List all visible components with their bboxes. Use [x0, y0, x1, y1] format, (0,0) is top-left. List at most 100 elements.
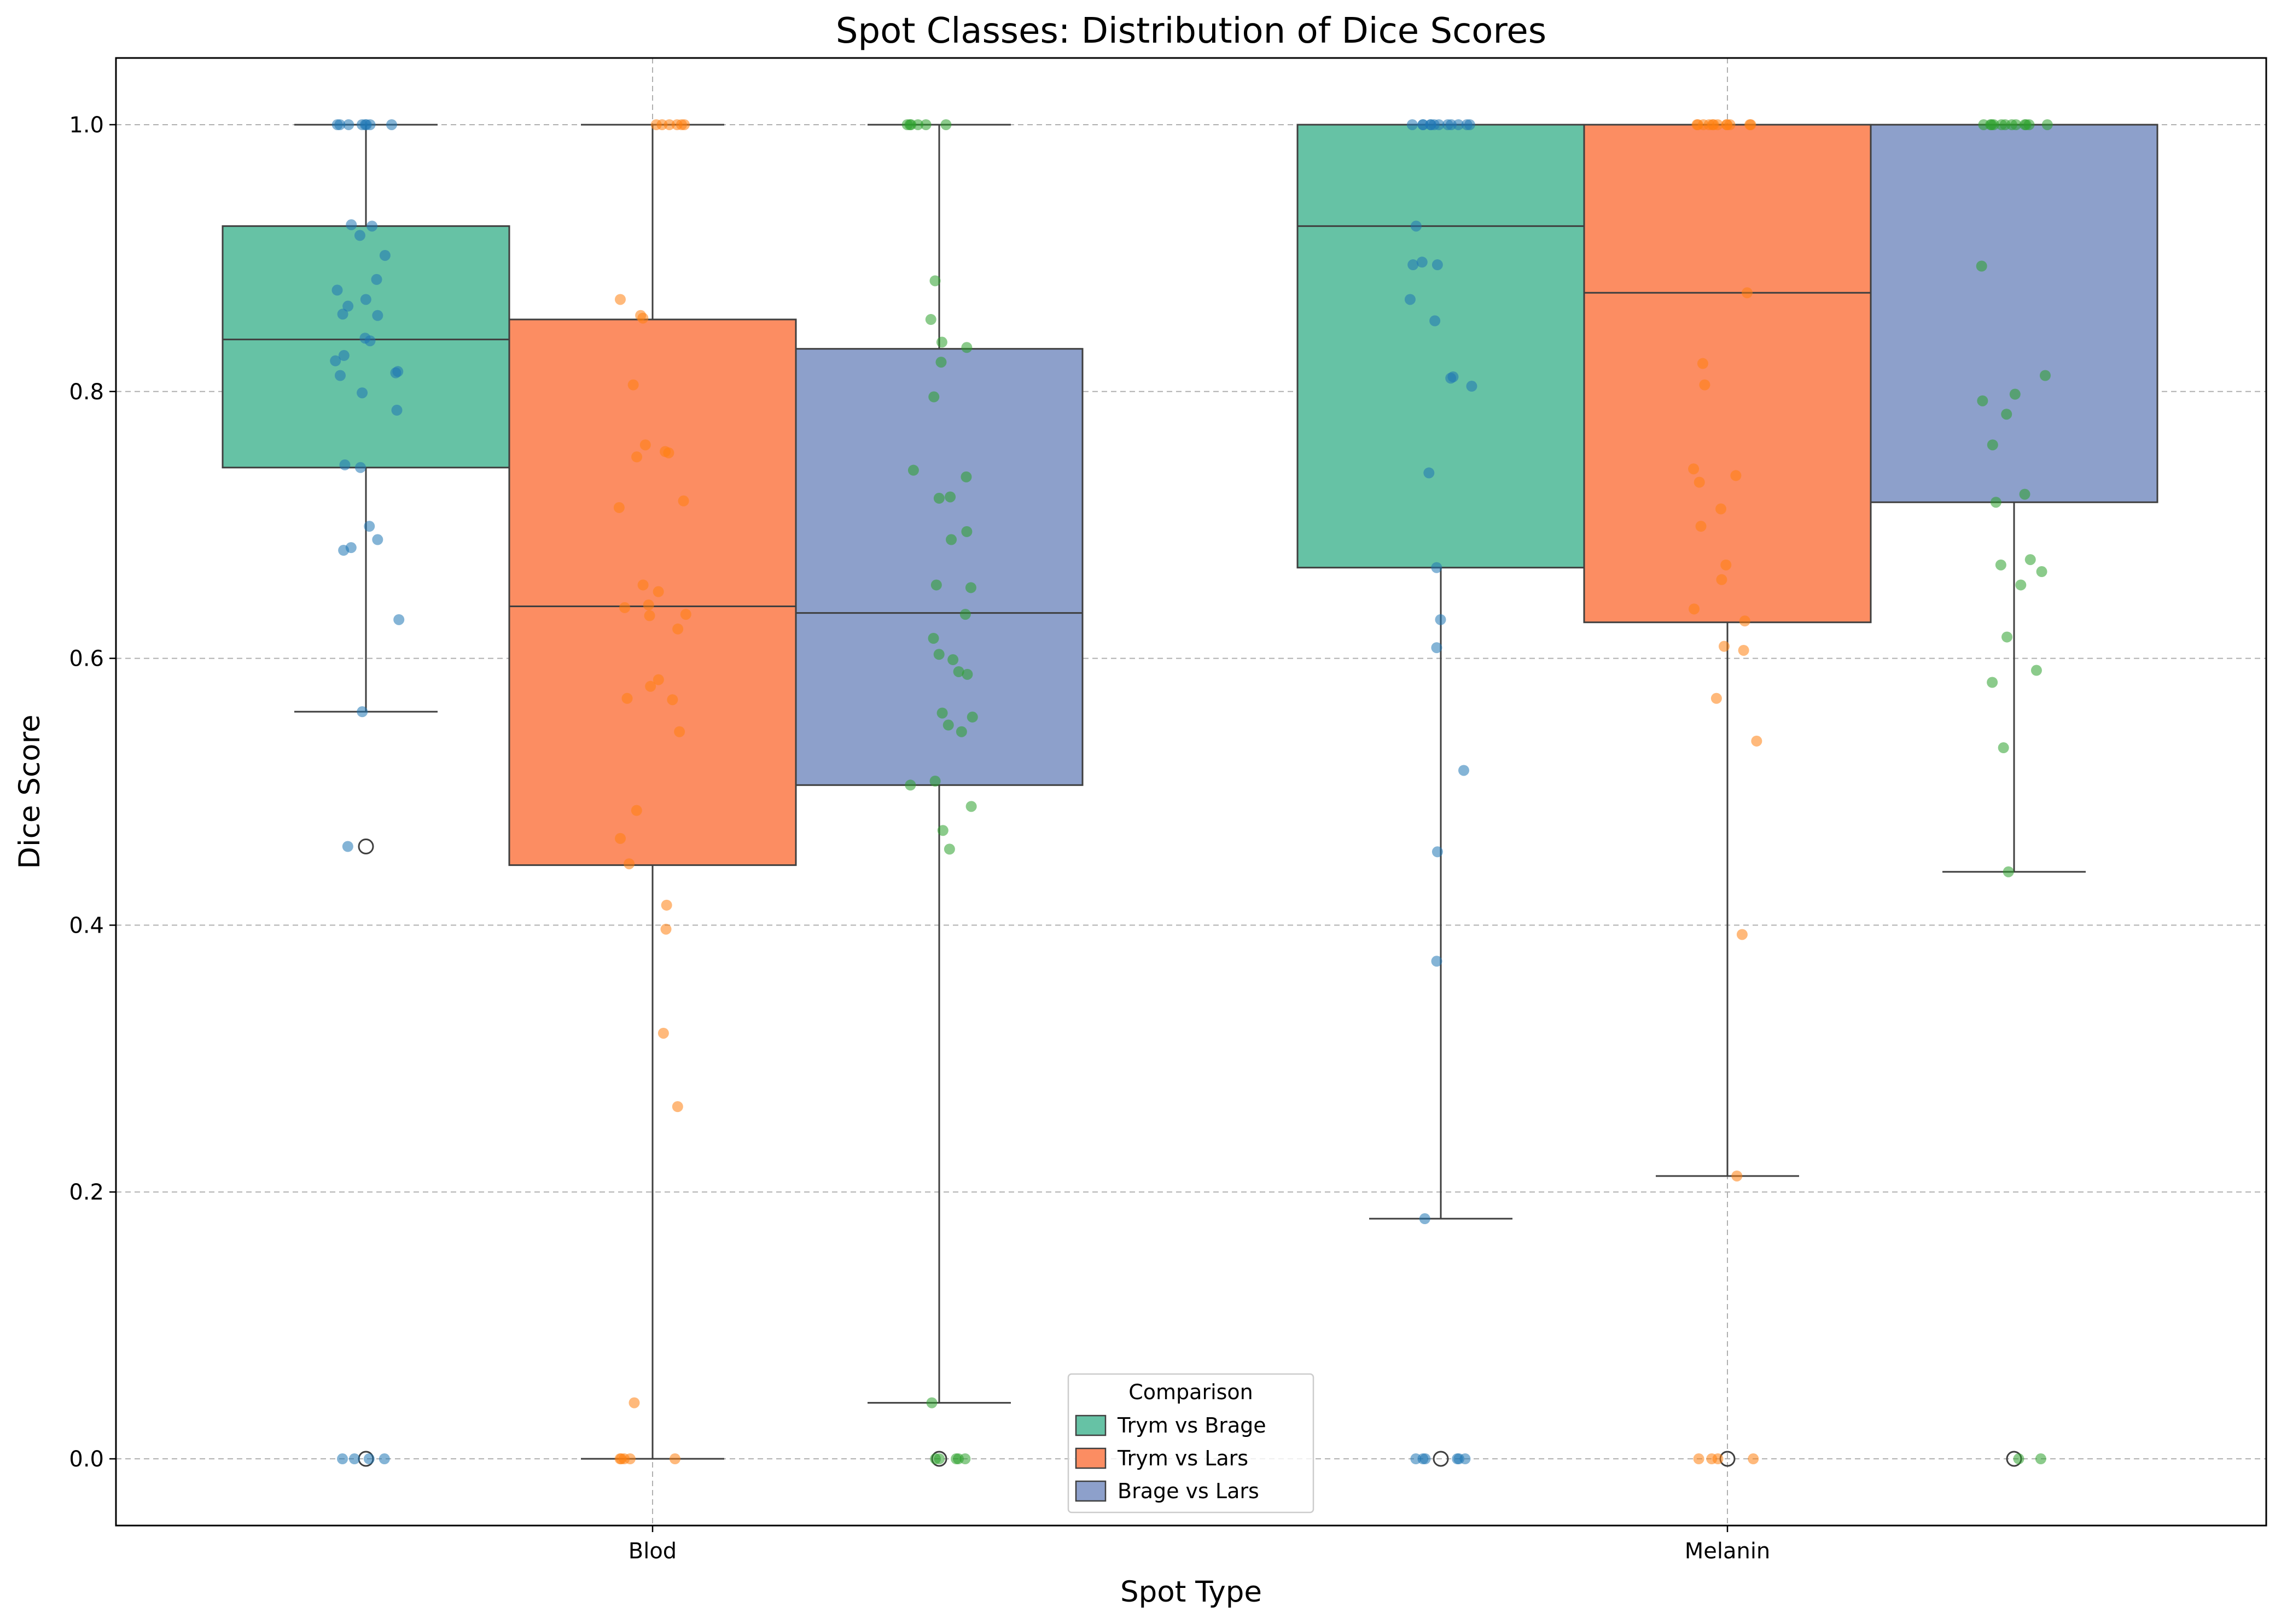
box-body	[508, 318, 797, 866]
data-point	[661, 899, 672, 911]
data-point	[339, 459, 351, 470]
y-tick-label: 0.4	[69, 913, 104, 938]
data-point	[667, 694, 678, 706]
data-point	[1419, 1453, 1431, 1465]
data-point	[1458, 765, 1469, 776]
data-point	[363, 1453, 375, 1465]
data-point	[674, 726, 685, 737]
legend-label: Trym vs Brage	[1117, 1413, 1266, 1437]
data-point	[1432, 259, 1443, 271]
legend-title: Comparison	[1128, 1380, 1253, 1404]
data-point	[1461, 119, 1473, 130]
data-point	[1996, 119, 2007, 130]
data-point	[392, 366, 404, 377]
data-point	[653, 674, 664, 685]
data-point	[348, 1453, 360, 1465]
data-point	[1695, 521, 1707, 532]
data-point	[1710, 692, 1722, 704]
data-point	[1751, 735, 1762, 747]
data-point	[1742, 287, 1753, 299]
data-point	[2001, 409, 2012, 420]
data-point	[959, 1453, 971, 1465]
data-point	[334, 370, 346, 381]
data-point	[956, 726, 967, 737]
data-point	[920, 119, 932, 130]
data-point	[2036, 566, 2047, 578]
data-point	[631, 451, 643, 463]
data-point	[928, 633, 939, 644]
data-point	[631, 805, 642, 816]
data-point	[1445, 372, 1457, 384]
data-point	[346, 219, 357, 230]
data-point	[905, 779, 916, 791]
data-point	[1694, 476, 1705, 488]
data-point	[965, 801, 977, 812]
data-point	[1745, 119, 1756, 130]
legend-swatch	[1075, 1480, 1107, 1502]
y-axis-title: Dice Score	[13, 714, 46, 869]
data-point	[660, 923, 672, 935]
data-point	[942, 719, 954, 731]
data-point	[961, 471, 972, 482]
data-point	[936, 707, 948, 719]
data-point	[391, 404, 403, 416]
x-tick-label: Melanin	[1685, 1539, 1771, 1564]
data-point	[678, 495, 689, 507]
data-point	[639, 439, 651, 451]
data-point	[1739, 615, 1750, 627]
data-point	[663, 447, 674, 458]
legend-label: Trym vs Lars	[1117, 1446, 1248, 1470]
data-point	[1693, 1453, 1704, 1465]
box-trym-vs-lars-melanin	[1583, 124, 1872, 1467]
data-point	[657, 1027, 669, 1039]
data-point	[935, 357, 947, 368]
data-point	[342, 300, 354, 312]
data-point	[650, 119, 662, 130]
data-point	[330, 355, 341, 366]
data-point	[1410, 220, 1422, 232]
legend-swatch	[1075, 1447, 1107, 1469]
data-point	[338, 545, 350, 556]
data-point	[1995, 559, 2006, 571]
data-point	[669, 1453, 680, 1465]
legend: Comparison Trym vs Brage Trym vs Lars Brag…	[1067, 1373, 1314, 1514]
plot-frame	[115, 57, 2267, 1527]
data-point	[1417, 119, 1429, 130]
data-point	[621, 692, 633, 704]
data-point	[359, 333, 371, 344]
data-point	[1699, 379, 1710, 391]
data-point	[372, 310, 383, 321]
data-point	[1731, 1170, 1743, 1181]
y-tick-label: 0.6	[69, 647, 104, 672]
data-point	[1976, 260, 1987, 272]
data-point	[1406, 119, 1418, 130]
data-point	[1466, 381, 1477, 392]
data-point	[1445, 119, 1457, 130]
data-point	[2035, 1453, 2046, 1465]
data-point	[372, 534, 383, 545]
data-point	[1431, 562, 1442, 573]
data-point	[1708, 119, 1719, 130]
data-point	[1990, 497, 2001, 508]
data-point	[940, 119, 952, 130]
data-point	[1404, 294, 1416, 305]
outlier-marker	[1433, 1451, 1449, 1467]
data-point	[637, 312, 649, 324]
data-point	[2010, 119, 2022, 130]
data-point	[933, 492, 945, 504]
data-point	[354, 230, 365, 241]
data-point	[959, 609, 971, 620]
y-tick-label: 0.2	[69, 1180, 104, 1205]
box-trym-vs-lars-blod	[508, 124, 797, 1460]
data-point	[947, 654, 959, 666]
data-point	[2019, 488, 2030, 500]
data-point	[936, 336, 947, 348]
data-point	[946, 534, 957, 545]
data-point	[937, 825, 949, 836]
data-point	[912, 119, 924, 130]
data-point	[2020, 119, 2032, 130]
data-point	[338, 350, 350, 361]
data-point	[672, 1101, 683, 1113]
data-point	[928, 391, 940, 403]
legend-items: Trym vs Brage Trym vs Lars Brage vs Lars	[1075, 1413, 1266, 1503]
